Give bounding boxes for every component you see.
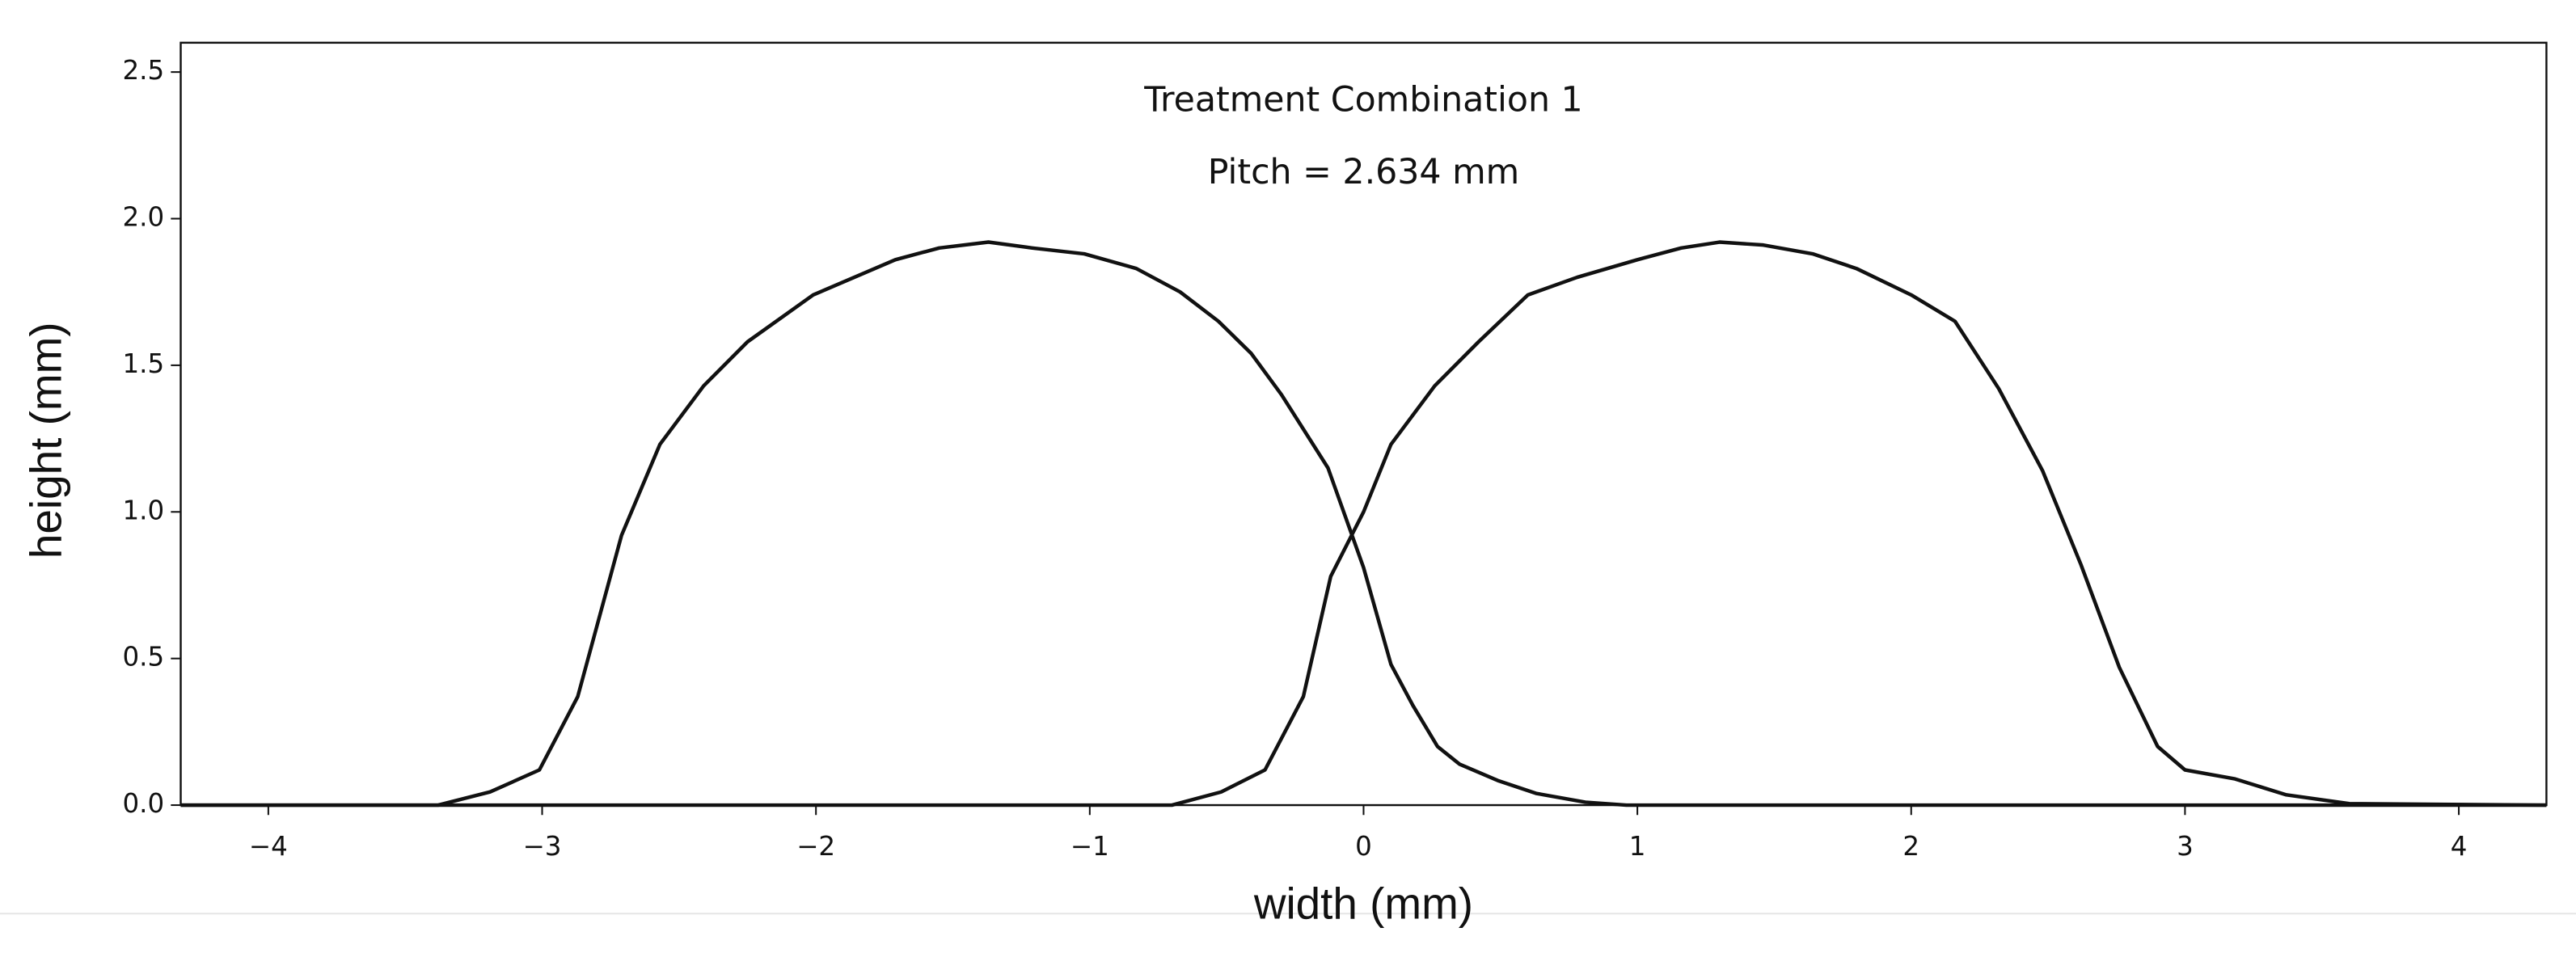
x-tick-label: 1 bbox=[1629, 831, 1646, 862]
x-tick-label: −1 bbox=[1071, 831, 1109, 862]
annotation: Treatment Combination 1 bbox=[1143, 80, 1582, 120]
line-series bbox=[180, 240, 2547, 808]
x-tick-label: 3 bbox=[2177, 831, 2194, 862]
y-tick-label: 1.5 bbox=[123, 348, 165, 379]
y-tick-label: 2.0 bbox=[123, 202, 165, 233]
x-tick-label: 4 bbox=[2451, 831, 2468, 862]
x-tick-label: 2 bbox=[1902, 831, 1919, 862]
x-axis-label: width (mm) bbox=[1253, 879, 1473, 929]
y-tick-label: 1.0 bbox=[123, 495, 165, 525]
y-axis-label: height (mm) bbox=[20, 322, 70, 559]
x-tick-label: −3 bbox=[523, 831, 562, 862]
y-tick-label: 0.5 bbox=[123, 642, 165, 673]
x-tick-label: −2 bbox=[796, 831, 835, 862]
x-tick-label: −4 bbox=[249, 831, 288, 862]
y-tick-label: 2.5 bbox=[123, 55, 165, 86]
y-tick-label: 0.0 bbox=[123, 788, 165, 819]
x-tick-label: 0 bbox=[1355, 831, 1372, 862]
annotation: Pitch = 2.634 mm bbox=[1208, 152, 1519, 192]
line-series bbox=[180, 240, 2547, 808]
plot-frame bbox=[179, 41, 2548, 807]
